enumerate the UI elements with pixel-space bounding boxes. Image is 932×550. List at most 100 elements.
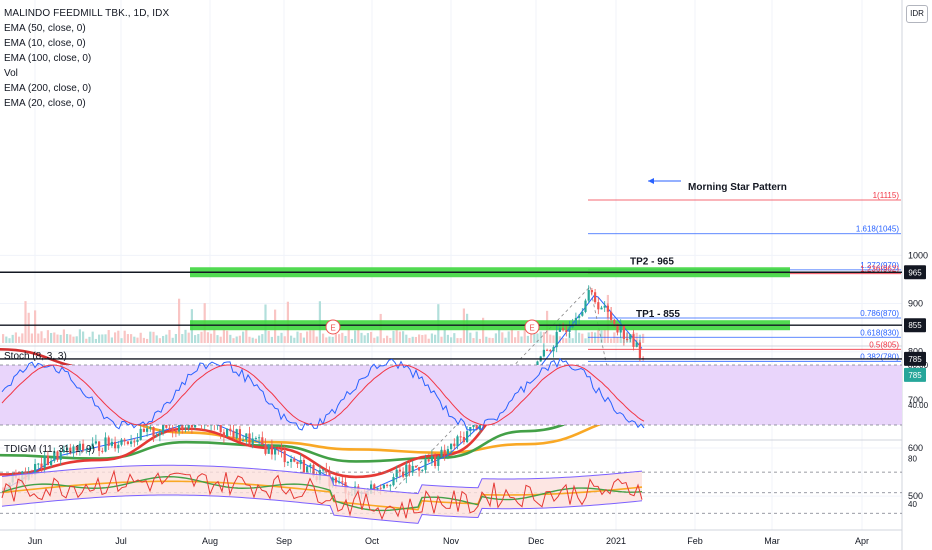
volume-bar xyxy=(110,337,113,343)
volume-bar xyxy=(210,333,213,343)
morning-star-label: Morning Star Pattern xyxy=(688,182,787,193)
tdigm-panel[interactable]: 80 40 xyxy=(0,454,917,524)
candle-body xyxy=(56,451,59,461)
volume-bar xyxy=(187,332,190,343)
volume-bar xyxy=(594,332,597,343)
volume-bar xyxy=(171,337,174,343)
volume-bar xyxy=(254,338,257,343)
time-label: Mar xyxy=(764,536,780,546)
volume-bar xyxy=(206,332,209,343)
legend-ema20[interactable]: EMA (20, close, 0) xyxy=(4,98,86,109)
volume-bar xyxy=(328,336,331,343)
candle-body xyxy=(434,456,437,466)
volume-bar xyxy=(158,338,161,343)
candle-body xyxy=(414,465,417,468)
currency-badge[interactable]: IDR xyxy=(906,5,928,23)
legend-ema200[interactable]: EMA (200, close, 0) xyxy=(4,83,92,94)
candle-body xyxy=(254,438,257,440)
candle-body xyxy=(398,469,401,472)
volume-bar xyxy=(18,336,21,343)
candle-body xyxy=(597,302,600,310)
stoch-title[interactable]: Stoch (8, 3, 3) xyxy=(4,351,67,362)
legend-ema10[interactable]: EMA (10, close, 0) xyxy=(4,38,86,49)
volume-bar xyxy=(501,332,504,343)
volume-bar xyxy=(491,338,494,343)
candle-body xyxy=(226,428,229,437)
candle-body xyxy=(472,423,475,428)
price-label: 1000 xyxy=(908,250,928,260)
time-label: Sep xyxy=(276,536,292,546)
candle-body xyxy=(162,422,165,433)
candle-body xyxy=(546,349,549,351)
volume-bar xyxy=(520,336,523,343)
time-axis[interactable]: Jun Jul Aug Sep Oct Nov Dec 2021 Feb Mar Apr xyxy=(28,536,869,546)
volume-bar xyxy=(78,329,81,343)
volume-bar xyxy=(395,330,398,343)
volume-bar xyxy=(427,338,430,343)
candle-body xyxy=(133,441,136,443)
fib-label: 1(1115) xyxy=(873,191,900,200)
volume-bar xyxy=(34,310,37,343)
annotation-arrowhead xyxy=(648,178,654,184)
candle-body xyxy=(181,423,184,430)
indicator-legend: MALINDO FEEDMILL TBK., 1D, IDX EMA (50, … xyxy=(4,6,169,111)
volume-bar xyxy=(229,334,232,343)
candle-body xyxy=(453,443,456,447)
price-label: 600 xyxy=(908,443,923,453)
volume-bar xyxy=(616,336,619,343)
candle-body xyxy=(75,446,78,451)
volume-bar xyxy=(213,329,216,343)
volume-bar xyxy=(142,337,145,343)
volume-bar xyxy=(2,334,5,343)
fib-label: 1.272(970) xyxy=(860,261,899,270)
candle-body xyxy=(590,290,593,293)
volume-bar xyxy=(82,331,85,343)
volume-bar xyxy=(133,336,136,343)
legend-ema50[interactable]: EMA (50, close, 0) xyxy=(4,23,86,34)
volume-bar xyxy=(350,338,353,343)
volume-bar xyxy=(130,334,133,343)
price-badge xyxy=(904,265,926,280)
stoch-panel[interactable]: 80.0040.00 xyxy=(0,357,929,431)
fib-label: 1.236(962) xyxy=(860,265,899,274)
candle-body xyxy=(635,342,638,347)
annotations: Morning Star Pattern E E xyxy=(325,178,787,335)
candle-body xyxy=(155,435,158,437)
volume-bar xyxy=(494,333,497,343)
candle-body xyxy=(402,471,405,477)
tdigm-title[interactable]: TDIGM (11, 31, 1, 9) xyxy=(4,444,95,455)
volume-bar xyxy=(514,337,517,343)
horizontal-lines[interactable] xyxy=(0,271,902,360)
candle-body xyxy=(120,439,123,445)
volume-bar xyxy=(184,329,187,343)
candle-body xyxy=(440,449,443,457)
volume-bar xyxy=(27,312,30,343)
volume-bar xyxy=(91,331,94,343)
legend-vol[interactable]: Vol xyxy=(4,68,18,79)
volume-bars xyxy=(2,294,645,343)
volume-bar xyxy=(562,337,565,343)
candle-body xyxy=(430,456,433,462)
candle-body xyxy=(632,334,635,347)
legend-ema100[interactable]: EMA (100, close, 0) xyxy=(4,53,92,64)
time-label: Jun xyxy=(28,536,43,546)
volume-bar xyxy=(587,332,590,343)
volume-bar xyxy=(162,335,165,343)
candle-body xyxy=(267,444,270,454)
candle-body xyxy=(174,431,177,433)
candle-body xyxy=(114,441,117,449)
volume-bar xyxy=(72,336,75,343)
price-axis[interactable]: 1000 900 800 700 600 500 965 855 785 785 xyxy=(904,250,928,501)
volume-bar xyxy=(386,335,389,343)
volume-bar xyxy=(542,332,545,343)
candle-body xyxy=(40,463,43,468)
volume-bar xyxy=(258,335,261,343)
candle-body xyxy=(85,449,88,451)
volume-bar xyxy=(610,338,613,343)
volume-bar xyxy=(322,333,325,343)
candle-body xyxy=(232,431,235,439)
volume-bar xyxy=(117,330,120,343)
volume-bar xyxy=(21,333,24,343)
